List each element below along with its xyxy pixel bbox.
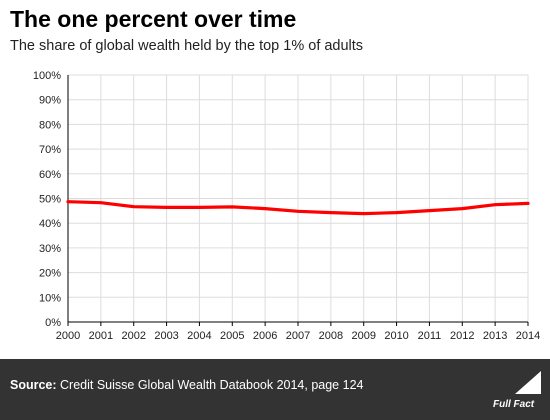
series-lines [66,200,530,216]
y-tick-label: 60% [39,169,61,181]
chart-subtitle: The share of global wealth held by the t… [10,38,364,54]
x-tick-label: 2001 [89,330,113,342]
x-tick-label: 2012 [450,330,474,342]
data-point [526,202,530,205]
y-tick-label: 100% [33,70,61,82]
y-tick-label: 30% [39,243,61,255]
data-point [362,212,366,215]
footer-bar: Source: Credit Suisse Global Wealth Data… [0,359,550,420]
source-note: Source: Credit Suisse Global Wealth Data… [10,378,363,392]
y-tick-label: 10% [39,292,61,304]
grid-lines [68,74,529,322]
chart-title: The one percent over time [10,6,297,32]
x-tick-label: 2011 [418,330,442,342]
y-tick-label: 40% [39,218,61,230]
x-tick-label: 2000 [56,330,80,342]
data-point [230,205,234,209]
x-tick-label: 2014 [516,330,540,342]
axes [67,75,529,326]
data-point [132,205,136,209]
x-tick-labels: 2000 2001 2002 2003 2004 2005 2006 2007 2008 2009… [56,330,540,342]
full-fact-logo-icon: Full Fact [493,371,541,410]
data-point [165,205,168,209]
x-tick-label: 2009 [351,330,375,342]
x-tick-label: 2003 [154,330,178,342]
data-point [263,207,267,211]
data-point [428,209,431,213]
data-point [493,203,497,207]
x-tick-label: 2006 [253,330,277,342]
data-point [329,211,333,214]
x-tick-label: 2008 [319,330,343,342]
line-chart: 0%10%20%30%40%50%60%70%80%90%100% 2000 20… [33,70,540,342]
y-tick-label: 70% [39,144,61,156]
data-point [395,211,398,214]
y-tick-label: 90% [39,95,61,107]
y-tick-label: 0% [45,317,61,329]
y-tick-label: 50% [39,194,61,206]
source-label: Source: [10,378,57,392]
x-tick-label: 2010 [384,330,408,342]
data-point [198,205,201,209]
logo-text: Full Fact [493,399,535,410]
y-tick-label: 80% [39,119,61,131]
y-tick-labels: 0% 10% 20% 30% 40% 50% 60% 70% 80% 90% 100% [33,70,61,329]
source-text: Credit Suisse Global Wealth Databook 201… [60,378,364,392]
x-tick-label: 2005 [220,330,244,342]
x-tick-label: 2007 [286,330,310,342]
data-point [66,200,70,204]
data-point [99,201,103,205]
x-tick-label: 2004 [187,330,211,342]
data-point [296,209,300,213]
x-tick-label: 2002 [121,330,145,342]
x-tick-label: 2013 [483,330,507,342]
data-point [460,207,464,211]
y-tick-label: 20% [39,268,61,280]
